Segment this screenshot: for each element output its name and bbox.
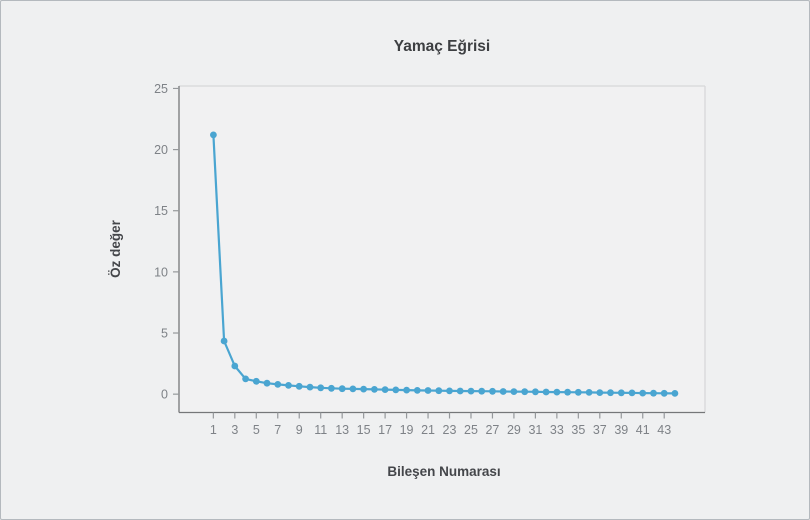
data-point[interactable] (639, 389, 647, 397)
data-point[interactable] (371, 386, 378, 393)
data-point[interactable] (456, 387, 464, 395)
data-point[interactable] (242, 375, 250, 383)
chart-title: Yamaç Eğrisi (394, 38, 491, 55)
data-point[interactable] (650, 389, 657, 397)
data-point[interactable] (585, 389, 593, 396)
x-tick-label: 33 (550, 423, 564, 437)
data-point[interactable] (596, 389, 604, 396)
data-point[interactable] (564, 388, 571, 396)
x-tick-label: 41 (636, 423, 650, 437)
x-tick-label: 37 (593, 423, 607, 437)
data-point[interactable] (338, 385, 346, 393)
data-point[interactable] (295, 382, 303, 390)
x-tick-label: 27 (485, 423, 499, 437)
x-tick-label: 3 (231, 423, 238, 437)
y-tick-label: 10 (154, 265, 168, 279)
x-tick-label: 29 (507, 423, 521, 437)
x-tick-label: 9 (296, 423, 303, 437)
x-tick-label: 21 (421, 423, 435, 437)
data-point[interactable] (210, 131, 217, 139)
x-tick-label: 35 (571, 423, 585, 437)
data-point[interactable] (349, 385, 357, 393)
x-tick-label: 13 (335, 423, 349, 437)
y-tick-label: 0 (161, 388, 168, 402)
x-axis-ticks: 1 3 5 7 9 11 13 15 17 19 21 23 25 27 29 31 33 35 37 39 41 43 (210, 412, 671, 437)
data-point[interactable] (489, 387, 496, 395)
data-point[interactable] (392, 386, 400, 394)
x-tick-label: 23 (443, 423, 457, 437)
x-tick-label: 25 (464, 423, 478, 437)
data-point[interactable] (617, 389, 625, 397)
data-point[interactable] (263, 379, 271, 387)
data-point[interactable] (478, 387, 486, 395)
data-point[interactable] (628, 389, 636, 397)
x-tick-label: 11 (314, 423, 327, 437)
plot-area[interactable] (179, 86, 705, 413)
data-point[interactable] (553, 388, 561, 396)
data-point[interactable] (360, 385, 367, 393)
x-tick-label: 31 (528, 423, 542, 437)
series-points (210, 131, 679, 397)
x-tick-label: 39 (614, 423, 628, 437)
data-point[interactable] (446, 387, 453, 395)
y-tick-label: 5 (161, 326, 168, 340)
data-point[interactable] (435, 387, 443, 395)
data-point[interactable] (424, 387, 432, 394)
data-point[interactable] (220, 337, 228, 345)
x-tick-label: 19 (400, 423, 414, 437)
y-tick-label: 25 (154, 82, 168, 96)
data-point[interactable] (306, 383, 314, 391)
x-tick-label: 17 (378, 423, 392, 437)
x-tick-label: 7 (274, 423, 281, 437)
y-tick-label: 15 (154, 204, 168, 218)
x-tick-label: 15 (357, 423, 371, 437)
y-axis-title: Öz değer (108, 219, 123, 278)
data-point[interactable] (671, 390, 679, 397)
x-tick-label: 43 (657, 423, 671, 437)
data-point[interactable] (467, 387, 475, 395)
x-tick-label: 5 (253, 423, 260, 437)
y-axis-ticks: 0 5 10 15 20 25 (154, 82, 179, 402)
data-point[interactable] (252, 377, 260, 385)
data-point[interactable] (274, 381, 282, 388)
data-point[interactable] (231, 362, 239, 370)
data-point[interactable] (521, 388, 529, 396)
data-point[interactable] (285, 382, 292, 389)
x-tick-label: 1 (210, 423, 217, 437)
data-point[interactable] (403, 386, 410, 394)
y-tick-label: 20 (154, 143, 168, 157)
data-point[interactable] (328, 384, 335, 392)
data-point[interactable] (510, 388, 518, 395)
data-point[interactable] (413, 387, 421, 394)
data-point[interactable] (499, 388, 507, 395)
data-point[interactable] (660, 389, 668, 397)
data-point[interactable] (542, 388, 550, 396)
data-point[interactable] (607, 389, 614, 397)
data-point[interactable] (574, 388, 582, 396)
data-point[interactable] (317, 384, 325, 392)
x-axis-title: Bileşen Numarası (387, 464, 500, 479)
data-point[interactable] (532, 388, 539, 396)
data-point[interactable] (381, 386, 389, 393)
